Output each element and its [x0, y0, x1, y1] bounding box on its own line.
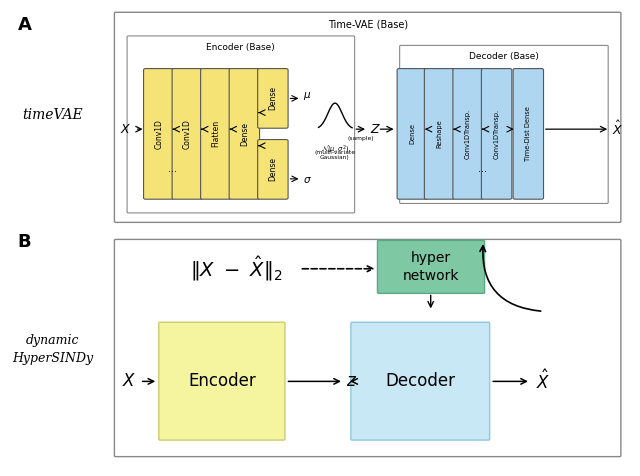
FancyBboxPatch shape — [172, 69, 202, 199]
Text: $X$: $X$ — [120, 123, 131, 136]
Text: (multi-variate: (multi-variate — [314, 149, 355, 155]
Text: Conv1D: Conv1D — [183, 119, 192, 149]
Text: Decoder: Decoder — [385, 372, 455, 390]
Text: Encoder: Encoder — [188, 372, 256, 390]
Text: $\mathcal{N}(\mu,\sigma^2)$: $\mathcal{N}(\mu,\sigma^2)$ — [321, 143, 349, 156]
Text: Time-VAE (Base): Time-VAE (Base) — [328, 20, 408, 30]
FancyBboxPatch shape — [127, 36, 355, 213]
Text: $\|X\ -\ \hat{X}\|_2$: $\|X\ -\ \hat{X}\|_2$ — [190, 254, 282, 283]
FancyBboxPatch shape — [453, 69, 483, 199]
Text: Dense: Dense — [268, 158, 277, 181]
Text: dynamic
HyperSINDy: dynamic HyperSINDy — [12, 334, 93, 365]
Text: $z$: $z$ — [346, 373, 358, 390]
Text: Dense: Dense — [410, 123, 415, 144]
FancyBboxPatch shape — [378, 240, 484, 293]
FancyBboxPatch shape — [115, 239, 621, 456]
Text: Decoder (Base): Decoder (Base) — [469, 52, 539, 61]
Text: Dense: Dense — [268, 87, 277, 110]
Text: Conv1DTransp.: Conv1DTransp. — [465, 109, 471, 159]
Text: A: A — [17, 16, 31, 34]
FancyBboxPatch shape — [258, 69, 288, 128]
Text: Time-Dist Dense: Time-Dist Dense — [525, 107, 531, 161]
Text: hyper
network: hyper network — [403, 251, 459, 283]
Text: Conv1D: Conv1D — [154, 119, 163, 149]
Text: $\hat{X}$: $\hat{X}$ — [612, 120, 623, 138]
FancyBboxPatch shape — [351, 322, 490, 440]
FancyBboxPatch shape — [424, 69, 455, 199]
FancyBboxPatch shape — [229, 69, 260, 199]
Text: Flatten: Flatten — [211, 120, 220, 148]
Text: Encoder (Base): Encoder (Base) — [207, 42, 275, 51]
Text: $\sigma$: $\sigma$ — [303, 175, 312, 185]
Text: ...: ... — [168, 164, 177, 174]
Text: ...: ... — [477, 164, 486, 174]
FancyBboxPatch shape — [513, 69, 543, 199]
Text: Gaussian): Gaussian) — [320, 155, 350, 160]
Text: B: B — [17, 233, 31, 251]
Text: (sample): (sample) — [347, 136, 374, 141]
Text: timeVAE: timeVAE — [22, 108, 83, 122]
FancyBboxPatch shape — [399, 45, 608, 203]
Text: Conv1DTransp.: Conv1DTransp. — [493, 109, 500, 159]
FancyBboxPatch shape — [143, 69, 174, 199]
Text: $\mu$: $\mu$ — [303, 90, 312, 102]
Text: $Z$: $Z$ — [370, 123, 381, 136]
Text: Reshape: Reshape — [436, 119, 443, 148]
FancyBboxPatch shape — [397, 69, 428, 199]
FancyBboxPatch shape — [258, 139, 288, 199]
FancyBboxPatch shape — [159, 322, 285, 440]
Text: Dense: Dense — [240, 122, 249, 146]
FancyBboxPatch shape — [481, 69, 512, 199]
FancyBboxPatch shape — [200, 69, 231, 199]
Text: $\hat{X}$: $\hat{X}$ — [536, 369, 550, 393]
FancyBboxPatch shape — [115, 12, 621, 222]
Text: $X$: $X$ — [122, 373, 136, 390]
